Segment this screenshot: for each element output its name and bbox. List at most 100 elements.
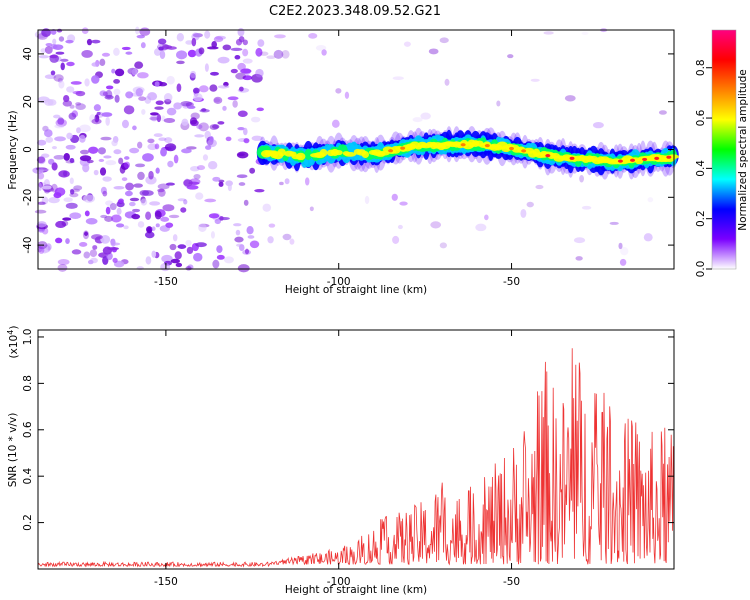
spectrogram-x-ticks: -150 -100 -50	[154, 30, 520, 288]
noise-blob	[180, 207, 187, 213]
noise-blob	[113, 88, 121, 96]
noise-blob	[79, 124, 91, 133]
noise-blob	[217, 121, 225, 125]
noise-blob	[239, 86, 244, 92]
spectrogram-y-tick-label: -40	[22, 237, 34, 254]
colorbar-frame	[711, 29, 737, 270]
noise-blob	[100, 136, 112, 141]
noise-blob	[105, 116, 110, 126]
spectrogram-y-tick-label: 20	[22, 95, 34, 108]
noise-blob	[218, 181, 224, 187]
snr-y-tick-label: 1.0	[22, 329, 34, 346]
noise-blob	[173, 154, 179, 164]
noise-blob	[34, 209, 47, 214]
noise-blob	[123, 225, 129, 230]
colorbar-gradient	[712, 30, 736, 269]
noise-blob	[237, 127, 245, 131]
colorbar-tick-label: 0.8	[695, 59, 707, 76]
noise-blob	[185, 40, 194, 45]
noise-blob	[49, 54, 58, 59]
noise-blob	[257, 39, 265, 47]
noise-blob	[124, 190, 133, 197]
snr-x-ticks: -150 -100 -50	[154, 330, 520, 588]
noise-blob	[180, 101, 193, 107]
noise-blob	[212, 176, 221, 182]
noise-blob	[141, 108, 146, 115]
noise-blob	[47, 99, 57, 106]
noise-blob	[284, 178, 290, 185]
noise-blob	[217, 85, 230, 89]
snr-series-line	[37, 348, 674, 568]
ridge-peak	[521, 149, 527, 153]
spectrogram-x-tick-label: -50	[503, 276, 520, 288]
noise-blob	[308, 33, 318, 39]
noise-blob	[209, 124, 219, 130]
noise-blob	[204, 198, 217, 203]
noise-blob	[121, 46, 131, 51]
noise-blob	[87, 259, 94, 265]
noise-blob	[186, 105, 196, 109]
noise-blob	[125, 51, 133, 55]
snr-y-ticks: 0.2 0.4 0.6 0.8 1.0	[22, 329, 674, 531]
noise-blob	[79, 149, 90, 155]
noise-blob	[105, 200, 114, 206]
ridge-segment	[344, 152, 357, 157]
noise-blob	[581, 31, 589, 36]
noise-blob	[153, 133, 163, 137]
noise-blob	[154, 210, 162, 220]
noise-blob	[196, 165, 206, 171]
noise-blob	[99, 58, 106, 67]
noise-blob	[157, 183, 170, 190]
noise-blob	[93, 104, 101, 112]
noise-blob	[620, 246, 629, 256]
noise-blob	[223, 256, 234, 264]
noise-blob	[186, 246, 194, 255]
noise-blob	[45, 43, 53, 47]
noise-blob	[230, 47, 243, 52]
noise-blob	[162, 204, 175, 212]
noise-blob	[157, 188, 166, 197]
spectrogram-y-axis-label: Frequency (Hz)	[7, 110, 19, 189]
noise-blob	[211, 40, 218, 48]
noise-blob	[237, 62, 246, 71]
noise-blob	[198, 122, 209, 132]
noise-blob	[111, 139, 118, 147]
ridge-peak	[654, 156, 660, 160]
snr-x-tick-label: -50	[503, 576, 520, 588]
noise-blob	[212, 259, 220, 269]
noise-blob	[266, 55, 276, 60]
noise-blob	[144, 231, 155, 239]
noise-blob	[145, 211, 152, 220]
noise-blob	[619, 258, 627, 266]
noise-blob	[65, 39, 74, 44]
noise-blob	[156, 114, 162, 123]
noise-blob	[166, 75, 175, 85]
noise-blob	[113, 185, 125, 190]
noise-blob	[149, 112, 159, 116]
noise-blob	[157, 188, 165, 193]
noise-blob	[169, 243, 177, 251]
snr-frame	[37, 329, 675, 570]
noise-blob	[157, 38, 167, 45]
noise-blob	[154, 143, 160, 150]
noise-blob	[58, 36, 65, 42]
noise-blob	[51, 162, 58, 171]
noise-blob	[90, 257, 98, 264]
noise-blob	[609, 221, 619, 225]
noise-blob	[233, 223, 242, 227]
noise-blob	[121, 119, 129, 129]
noise-blob	[403, 41, 411, 47]
ridge-peak	[484, 144, 490, 148]
noise-blob	[60, 58, 69, 62]
noise-blob	[86, 38, 93, 46]
noise-blob	[195, 192, 204, 200]
noise-blob	[81, 27, 89, 35]
noise-blob	[430, 221, 442, 229]
ridge-segment	[334, 149, 343, 156]
noise-blob	[140, 42, 146, 49]
colorbar-tick-label: 0.0	[695, 261, 707, 278]
noise-blob	[573, 237, 586, 244]
noise-blob	[244, 248, 250, 255]
noise-blob	[69, 104, 75, 109]
